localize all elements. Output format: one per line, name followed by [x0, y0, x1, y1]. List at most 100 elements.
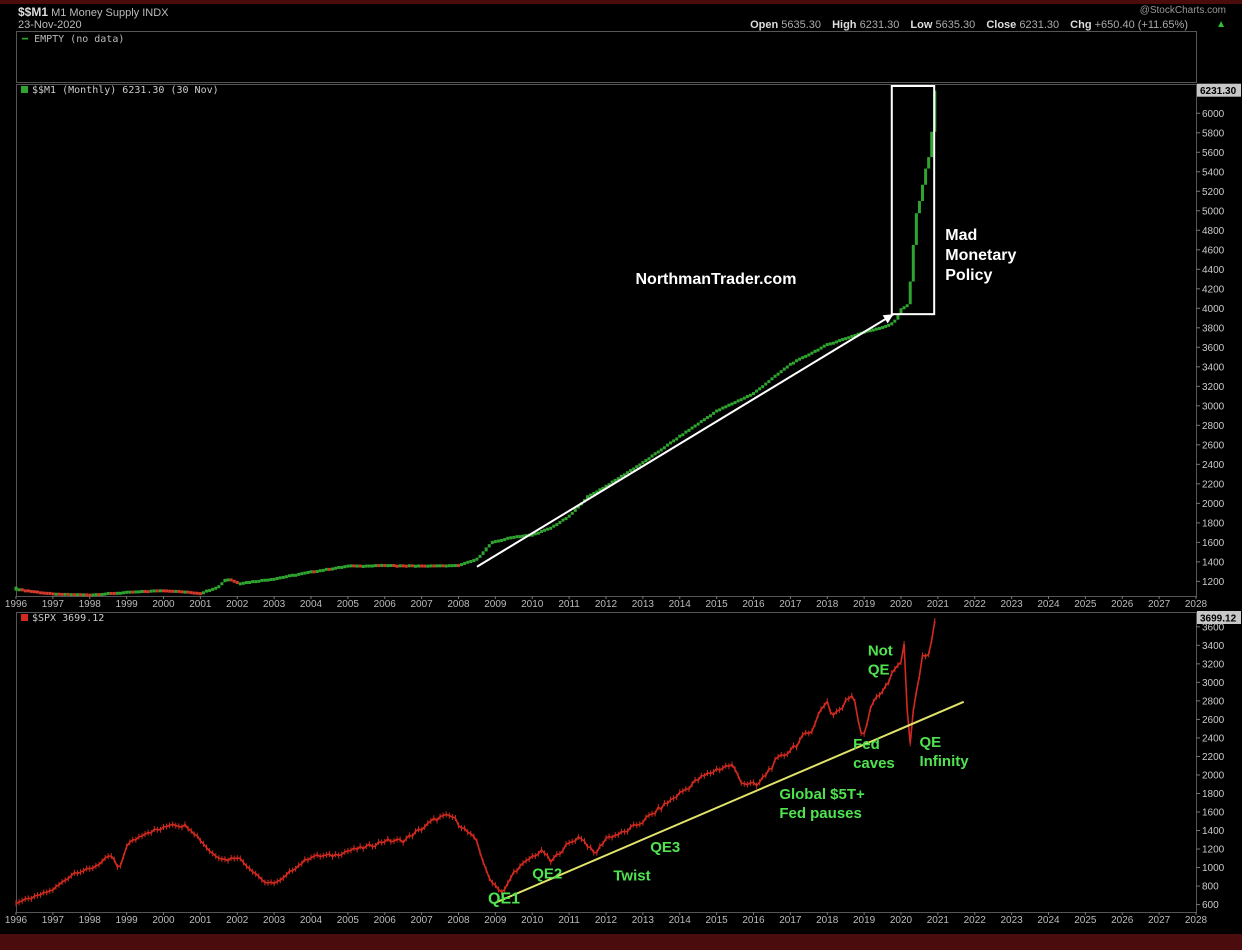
price-segment: [839, 707, 844, 711]
candle: [284, 575, 288, 579]
candle: [595, 490, 599, 494]
candle: [472, 559, 476, 563]
candle: [254, 580, 258, 584]
y-tick-label: 2400: [1202, 733, 1225, 744]
price-segment: [248, 867, 254, 873]
candle: [518, 535, 522, 539]
last-value-label: 3699.12: [1200, 614, 1237, 625]
candle: [816, 348, 820, 352]
price-segment: [227, 857, 232, 862]
candle: [358, 564, 362, 568]
y-tick-label: 1800: [1202, 789, 1225, 800]
candle: [432, 564, 436, 568]
x-tick-label: 2011: [558, 915, 580, 926]
candle: [389, 564, 393, 568]
candle: [300, 572, 304, 576]
y-tick-label: 5800: [1202, 128, 1225, 139]
price-segment: [384, 838, 389, 843]
candle: [103, 592, 107, 596]
price-segment: [154, 828, 158, 831]
x-tick-label: 2025: [1074, 599, 1097, 610]
candle: [647, 457, 651, 461]
candle: [730, 402, 734, 406]
price-segment: [381, 841, 385, 844]
candle: [17, 588, 21, 592]
candle: [705, 416, 709, 420]
x-tick-label: 2016: [742, 599, 765, 610]
candle: [484, 547, 488, 552]
price-segment: [510, 871, 515, 879]
price-segment: [159, 826, 165, 831]
candle: [496, 539, 500, 543]
candle: [146, 590, 150, 594]
y-tick-label: 5000: [1202, 206, 1225, 217]
candle: [186, 590, 190, 594]
y-tick-label: 2600: [1202, 440, 1225, 451]
price-segment: [497, 888, 503, 893]
y-tick-label: 5200: [1202, 187, 1225, 198]
candle: [917, 201, 921, 214]
candle: [281, 575, 285, 579]
candle: [248, 580, 252, 584]
x-tick-label: 2001: [189, 915, 212, 926]
price-segment: [326, 853, 330, 856]
candle: [278, 576, 282, 580]
y-tick-label: 3600: [1202, 343, 1225, 354]
candle: [223, 578, 227, 583]
candle: [632, 467, 636, 471]
candle: [208, 589, 212, 593]
price-segment: [273, 880, 278, 885]
candle: [143, 589, 147, 593]
x-tick-label: 2014: [669, 915, 692, 926]
x-tick-label: 2012: [595, 915, 618, 926]
candle: [195, 591, 199, 595]
support-trendline: [494, 700, 965, 904]
x-tick-label: 2020: [890, 915, 913, 926]
y-tick-label: 4200: [1202, 284, 1225, 295]
x-tick-label: 2022: [964, 599, 987, 610]
candle: [712, 411, 716, 415]
price-segment: [144, 831, 149, 835]
description: M1 Money Supply: [51, 7, 140, 19]
price-segment: [522, 860, 527, 864]
price-segment: [25, 897, 29, 900]
price-segment: [316, 854, 321, 858]
candle: [742, 396, 746, 400]
price-segment: [58, 881, 63, 886]
price-segment: [359, 845, 364, 850]
candle: [112, 591, 116, 595]
candle: [401, 564, 405, 568]
x-tick-label: 2004: [300, 915, 323, 926]
annotation-label: Infinity: [919, 753, 969, 770]
price-segment: [915, 675, 921, 693]
x-tick-label: 2011: [558, 599, 580, 610]
price-segment: [814, 714, 819, 725]
price-segment: [927, 639, 933, 655]
candle: [66, 592, 70, 596]
price-segment: [101, 857, 106, 862]
x-tick-label: 2027: [1148, 599, 1171, 610]
price-segment: [679, 790, 684, 793]
y-tick-label: 3000: [1202, 678, 1225, 689]
price-segment: [777, 754, 782, 758]
candle: [217, 585, 221, 589]
candle: [109, 591, 113, 595]
candle: [801, 356, 805, 360]
candle: [453, 564, 457, 568]
price-segment: [596, 845, 601, 853]
price-segment: [292, 868, 297, 872]
candle: [687, 428, 691, 432]
candle: [51, 592, 55, 596]
candle: [343, 565, 347, 569]
y-tick-label: 5400: [1202, 167, 1225, 178]
candle: [122, 591, 126, 595]
price-segment: [310, 855, 315, 859]
candle: [638, 463, 642, 467]
price-segment: [362, 845, 367, 850]
x-tick-label: 2016: [742, 915, 765, 926]
price-segment: [697, 775, 702, 781]
price-segment: [580, 838, 585, 842]
price-segment: [546, 855, 552, 863]
price-segment: [626, 826, 632, 833]
price-segment: [633, 823, 637, 827]
